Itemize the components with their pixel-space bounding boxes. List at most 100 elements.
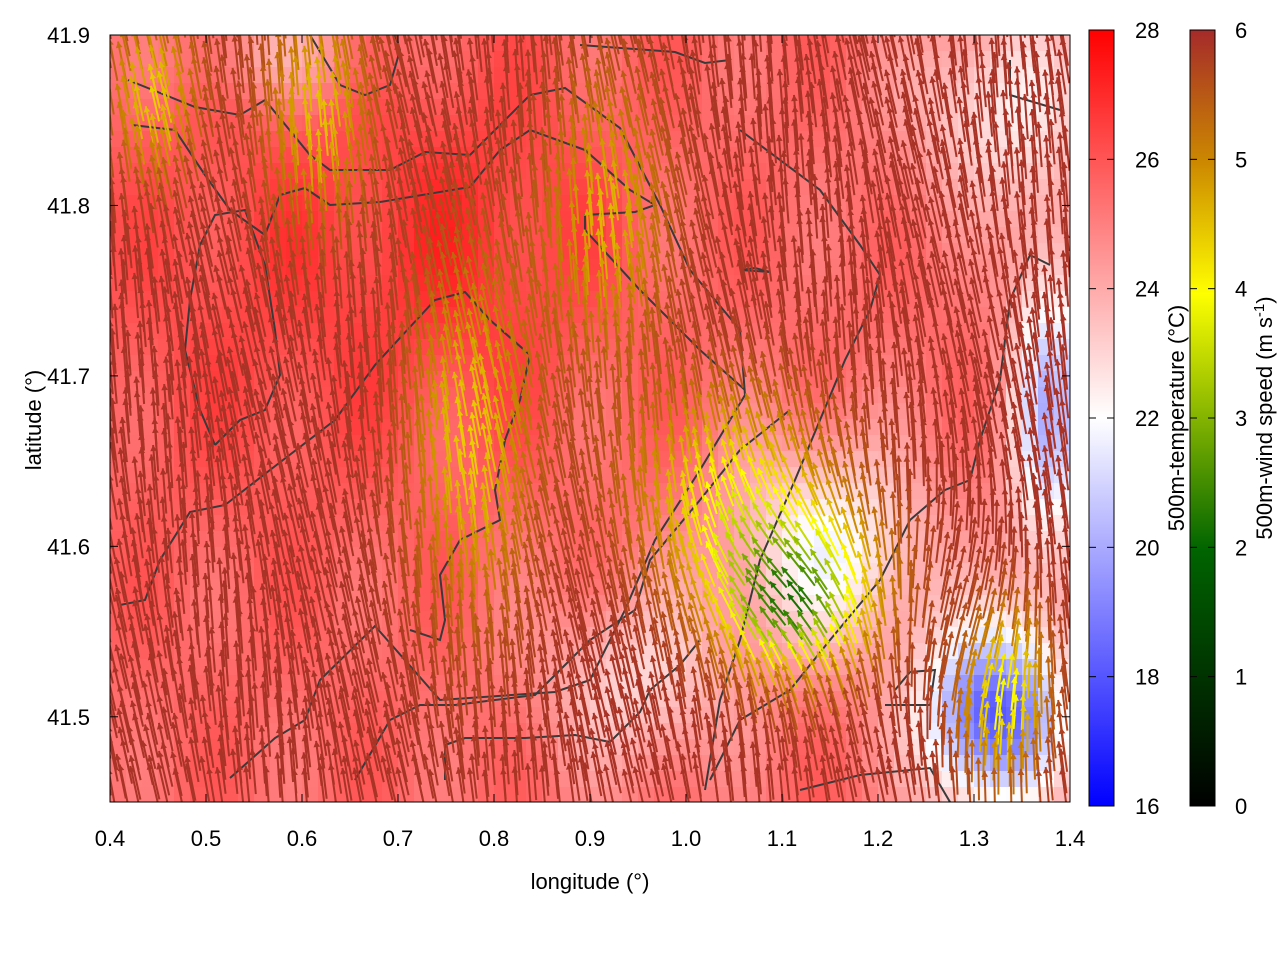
- heatmap-cell: [254, 83, 271, 100]
- wind-arrow-head: [352, 1, 359, 8]
- wind-arrow-head: [555, 21, 562, 28]
- wind-arrow-shaft: [459, 35, 463, 39]
- wind-arrow-shaft: [1023, 35, 1026, 38]
- wind-arrow-head: [1027, 12, 1034, 18]
- heatmap-cell: [398, 787, 415, 802]
- wind-arrow-head: [779, 0, 786, 2]
- wind-arrow-head: [398, 10, 405, 17]
- wind-arrow-head: [483, 20, 490, 26]
- wind-arrow-head: [90, 0, 97, 4]
- wind-arrow-head: [367, 0, 374, 3]
- wind-arrow-head: [856, 12, 863, 19]
- wind-arrow-head: [413, 13, 420, 20]
- wind-arrow-head: [945, 0, 952, 2]
- heatmap-cell: [270, 787, 287, 802]
- heatmap-cell: [414, 675, 431, 692]
- heatmap-cell: [958, 83, 975, 100]
- wind-arrow-head: [623, 9, 630, 16]
- heatmap-cell: [974, 483, 991, 500]
- wind-arrow-head: [749, 0, 756, 6]
- wind-arrow-head: [1043, 26, 1050, 33]
- wind-arrow-head: [903, 26, 910, 33]
- wind-arrow-head: [156, 11, 163, 18]
- wind-arrow-head: [329, 28, 336, 35]
- heatmap-cell: [1022, 771, 1039, 788]
- heatmap-cell: [398, 563, 415, 580]
- wind-arrow-head: [101, 52, 108, 59]
- heatmap-cell: [782, 211, 799, 228]
- heatmap-cell: [286, 195, 303, 212]
- wind-arrow-head: [503, 28, 510, 34]
- wind-arrow-head: [735, 22, 742, 28]
- wind-arrow-head: [528, 27, 535, 33]
- wind-arrow-shaft: [927, 35, 930, 39]
- wind-arrow-head: [96, 194, 103, 200]
- wind-arrow-shaft: [92, 53, 98, 97]
- wind-arrow-head: [94, 42, 101, 49]
- wind-arrow-head: [707, 6, 714, 13]
- heatmap-cell: [1054, 787, 1070, 802]
- wind-arrow-shaft: [335, 35, 339, 40]
- wind-arrow-head: [818, 22, 825, 29]
- wind-arrow-head: [219, 14, 226, 21]
- wind-arrow-head: [93, 181, 100, 187]
- wind-arrow-head: [913, 26, 920, 33]
- wind-arrow-head: [259, 0, 266, 3]
- heatmap-cell: [430, 771, 447, 788]
- heatmap-cell: [910, 531, 927, 548]
- wind-arrow-head: [550, 10, 557, 17]
- wind-arrow-head: [832, 0, 839, 5]
- heatmap-cell: [302, 243, 319, 260]
- wind-arrow-head: [1042, 0, 1049, 2]
- wind-arrow-shaft: [96, 168, 100, 213]
- wind-arrow-head: [795, 25, 802, 32]
- wind-arrow-head: [720, 23, 727, 29]
- wind-arrow-head: [660, 8, 667, 15]
- wind-arrow-head: [103, 123, 110, 130]
- heatmap-cell: [286, 787, 303, 802]
- wind-arrow-head: [947, 14, 954, 21]
- wind-arrow-head: [594, 23, 601, 30]
- wind-arrow-shaft: [559, 35, 563, 41]
- wind-arrow-head: [707, 0, 714, 6]
- wind-arrow-head: [856, 0, 863, 6]
- wind-arrow-head: [103, 109, 110, 116]
- wind-arrow-head: [1058, 21, 1065, 28]
- wind-arrow-head: [553, 0, 560, 3]
- wind-arrow-head: [443, 0, 450, 4]
- wind-arrow-head: [645, 24, 652, 31]
- heatmap-cell: [414, 643, 431, 660]
- wind-arrow-head: [959, 9, 966, 15]
- wind-arrow-head: [527, 0, 534, 2]
- wind-arrow-head: [526, 6, 533, 12]
- heatmap-cell: [622, 275, 639, 292]
- wind-arrow-head: [91, 67, 98, 74]
- wind-arrow-shaft: [670, 35, 674, 41]
- wind-arrow-head: [103, 83, 110, 90]
- heatmap-cell: [510, 771, 527, 788]
- wind-arrow-head: [972, 23, 979, 29]
- wind-arrow-head: [948, 20, 955, 27]
- wind-arrow-head: [928, 24, 935, 31]
- wind-arrow-head: [251, 0, 258, 6]
- wind-arrow-head: [609, 1, 616, 8]
- heatmap-cell: [286, 67, 303, 84]
- wind-arrow-shaft: [93, 120, 97, 164]
- wind-arrow-head: [392, 25, 399, 32]
- wind-arrow-head: [564, 12, 571, 19]
- wind-arrow-head: [607, 11, 614, 18]
- wind-arrow-head: [258, 24, 265, 30]
- wind-arrow-shaft: [743, 35, 746, 41]
- wind-arrow-head: [263, 12, 270, 18]
- heatmap-cell: [366, 339, 383, 356]
- heatmap-cell: [334, 131, 351, 148]
- wind-arrow-shaft: [879, 35, 883, 38]
- wind-arrow-head: [452, 9, 459, 16]
- wind-arrow-head: [306, 14, 313, 21]
- heatmap-cell: [974, 787, 991, 802]
- wind-arrow-shaft: [683, 35, 687, 41]
- wind-arrow-head: [331, 18, 338, 25]
- wind-arrow-shaft: [183, 35, 187, 38]
- wind-arrow-head: [184, 13, 191, 20]
- heatmap-cell: [158, 419, 175, 436]
